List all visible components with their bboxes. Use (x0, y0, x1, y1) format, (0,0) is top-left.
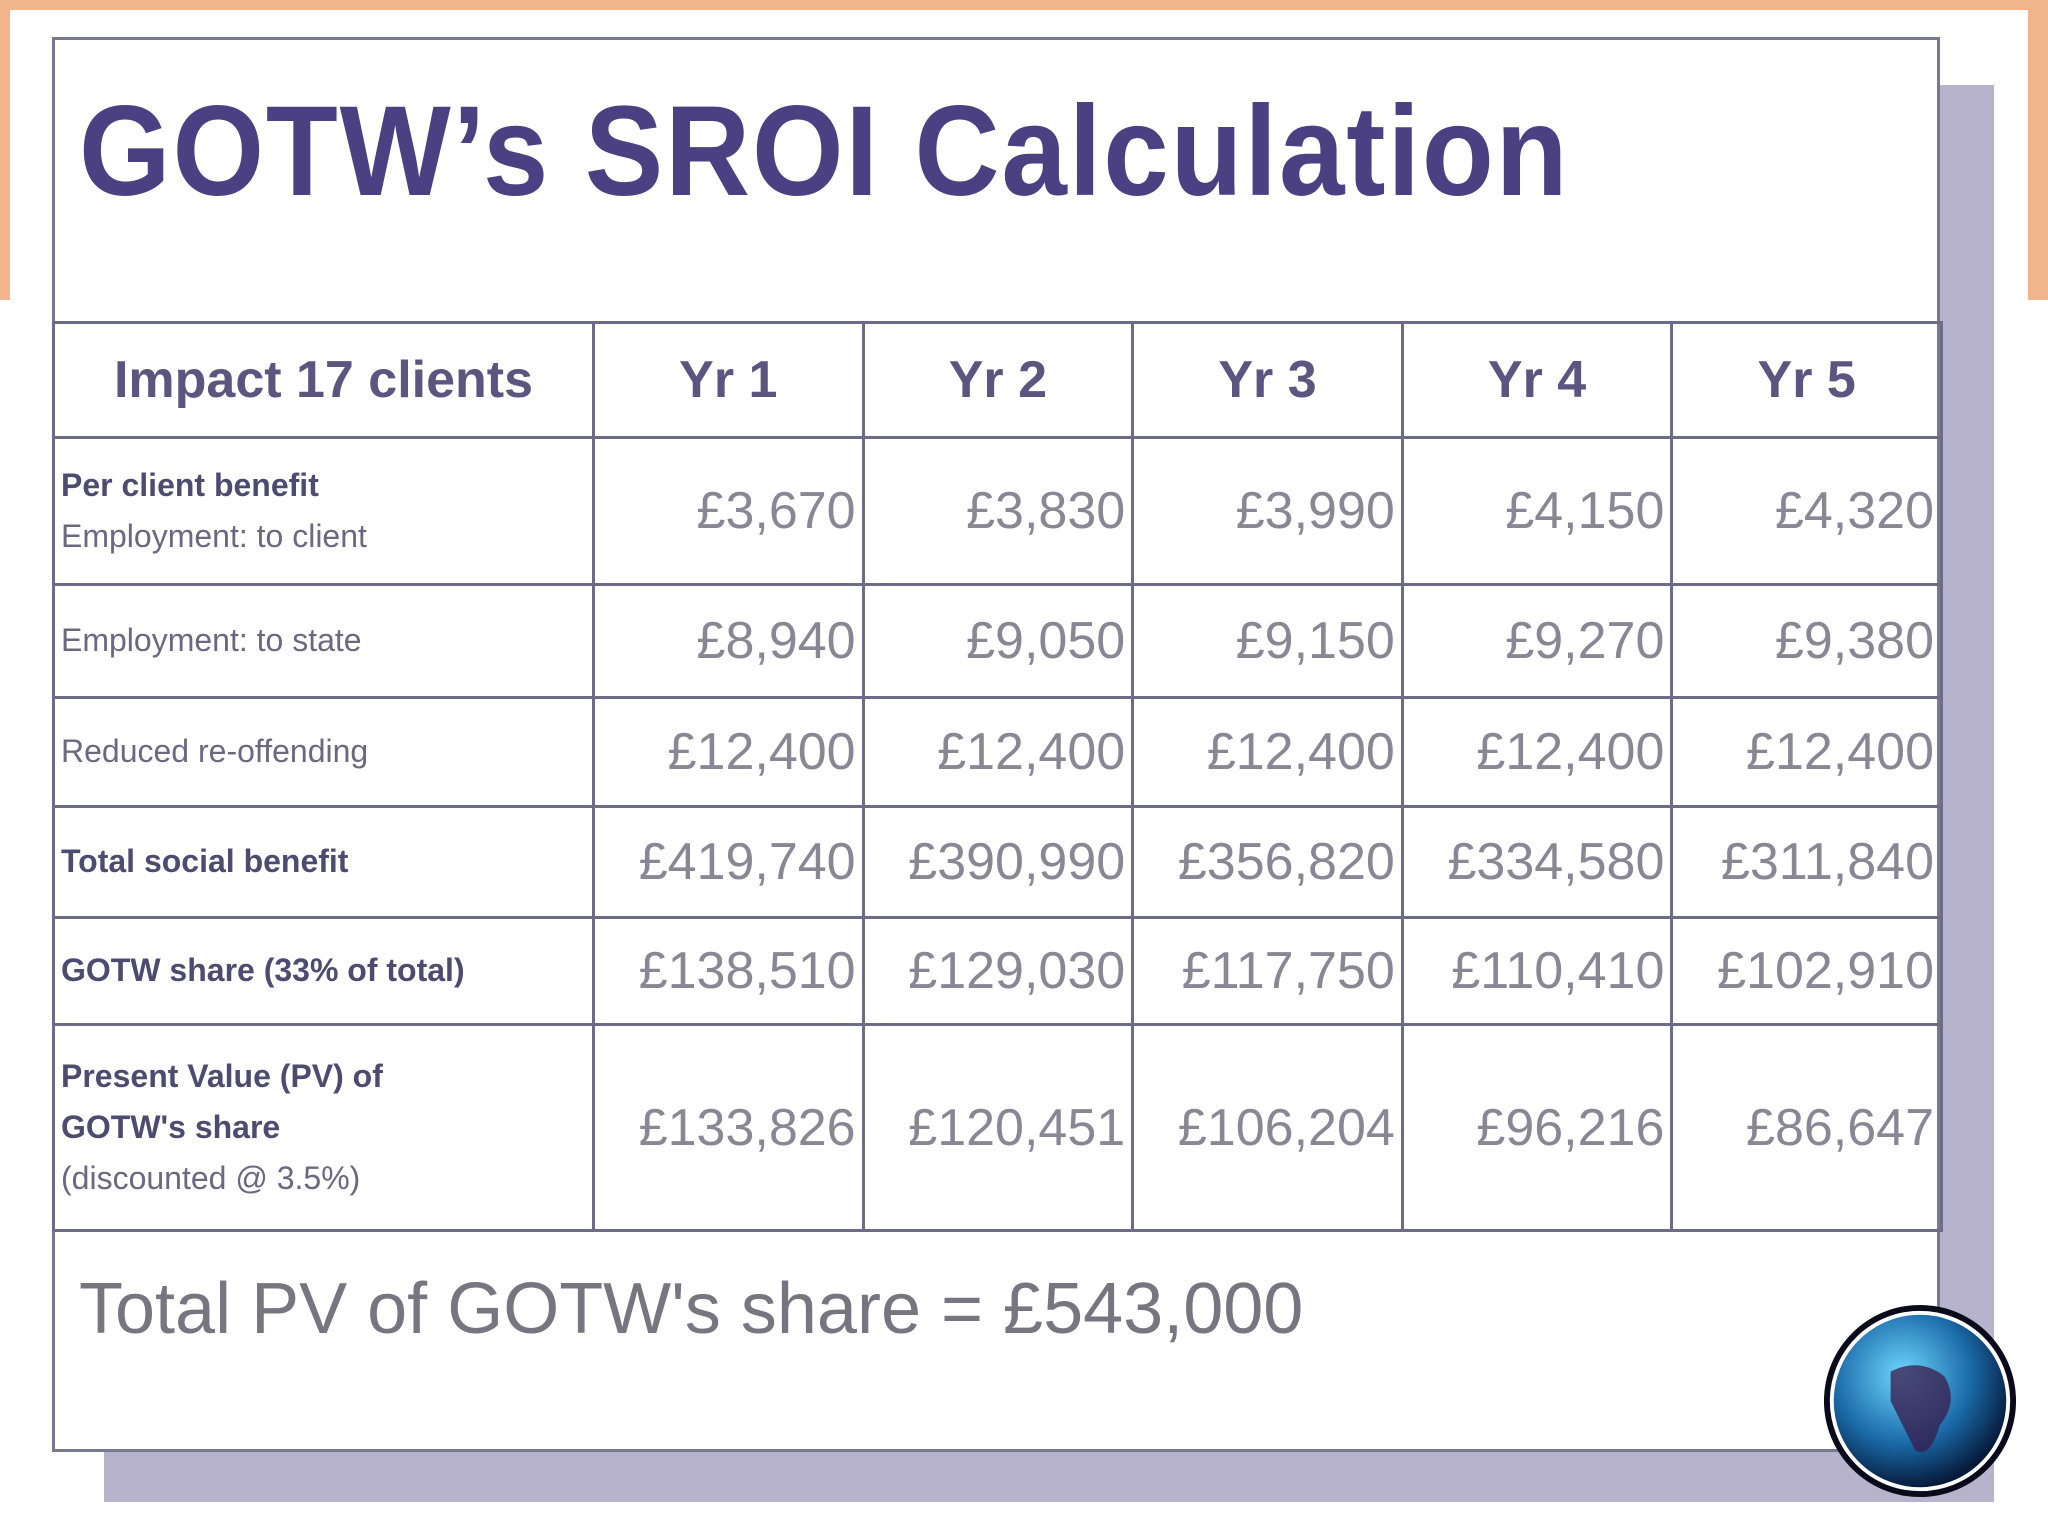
value-cell: £86,647 (1670, 1023, 1943, 1232)
row-label: Present Value (PV) of GOTW's share (discou… (52, 1023, 595, 1232)
table-row: Present Value (PV) of GOTW's share (discou… (52, 1023, 1943, 1232)
table-row: Total social benefit £419,740 £390,990 £356… (52, 805, 1943, 919)
row-label: GOTW share (33% of total) (52, 916, 595, 1026)
table-row: Reduced re-offending £12,400 £12,400 £12,40… (52, 696, 1943, 808)
globe-icon (1823, 1304, 2017, 1498)
value-cell: £311,840 (1670, 805, 1943, 919)
value-cell: £356,820 (1131, 805, 1404, 919)
value-cell: £96,216 (1400, 1023, 1674, 1232)
value-cell: £9,270 (1400, 583, 1674, 699)
value-cell: £12,400 (1131, 696, 1404, 808)
value-cell: £129,030 (861, 916, 1135, 1026)
sroi-table: Impact 17 clients Yr 1 Yr 2 Yr 3 Yr 4 Yr 5 Pe… (52, 321, 1943, 1232)
label-line: (discounted @ 3.5%) (61, 1160, 361, 1197)
label-line: GOTW share (33% of total) (61, 952, 465, 989)
header-cell: Yr 3 (1131, 321, 1404, 439)
value-cell: £110,410 (1400, 916, 1674, 1026)
value-cell: £138,510 (592, 916, 865, 1026)
header-cell: Yr 1 (592, 321, 865, 439)
table-row: GOTW share (33% of total) £138,510 £129,03… (52, 916, 1943, 1026)
value-cell: £9,380 (1670, 583, 1943, 699)
label-line: Total social benefit (61, 843, 349, 880)
value-cell: £3,830 (861, 436, 1135, 586)
slide-card: GOTW’s SROI Calculation Impact 17 client… (52, 37, 1943, 1452)
value-cell: £419,740 (592, 805, 865, 919)
header-row: Impact 17 clients Yr 1 Yr 2 Yr 3 Yr 4 Yr 5 (52, 321, 1943, 439)
value-cell: £390,990 (861, 805, 1135, 919)
value-cell: £120,451 (861, 1023, 1135, 1232)
header-cell: Impact 17 clients (52, 321, 595, 439)
value-cell: £133,826 (592, 1023, 865, 1232)
label-line: Per client benefit (61, 466, 319, 503)
row-label: Per client benefit Employment: to client (52, 436, 595, 586)
header-cell: Yr 5 (1670, 321, 1943, 439)
row-label: Total social benefit (52, 805, 595, 919)
total-text: Total PV of GOTW's share = £543,000 (79, 1269, 1304, 1349)
label-line: GOTW's share (61, 1108, 281, 1145)
value-cell: £3,670 (592, 436, 865, 586)
value-cell: £12,400 (592, 696, 865, 808)
label-line: Employment: to state (61, 622, 362, 659)
slide-edge (0, 0, 10, 300)
value-cell: £102,910 (1670, 916, 1943, 1026)
value-cell: £9,150 (1131, 583, 1404, 699)
value-cell: £12,400 (861, 696, 1135, 808)
label-line: Present Value (PV) of (61, 1057, 383, 1094)
value-cell: £9,050 (861, 583, 1135, 699)
slide-edge (0, 0, 2048, 10)
table-row: Per client benefit Employment: to client £… (52, 436, 1943, 586)
header-cell: Yr 2 (861, 321, 1135, 439)
label-line: Reduced re-offending (61, 733, 369, 770)
value-cell: £106,204 (1131, 1023, 1404, 1232)
table-row: Employment: to state £8,940 £9,050 £9,150 £9… (52, 583, 1943, 699)
value-cell: £334,580 (1400, 805, 1674, 919)
row-label: Reduced re-offending (52, 696, 595, 808)
slide-title: GOTW’s SROI Calculation (79, 80, 1570, 223)
value-cell: £8,940 (592, 583, 865, 699)
table-body: Per client benefit Employment: to client £… (52, 436, 1943, 1232)
value-cell: £4,150 (1400, 436, 1674, 586)
value-cell: £4,320 (1670, 436, 1943, 586)
slide-edge (2028, 0, 2048, 300)
value-cell: £3,990 (1131, 436, 1404, 586)
label-line: Employment: to client (61, 518, 367, 554)
value-cell: £12,400 (1400, 696, 1674, 808)
value-cell: £117,750 (1131, 916, 1404, 1026)
row-label: Employment: to state (52, 583, 595, 699)
value-cell: £12,400 (1670, 696, 1943, 808)
header-cell: Yr 4 (1400, 321, 1674, 439)
